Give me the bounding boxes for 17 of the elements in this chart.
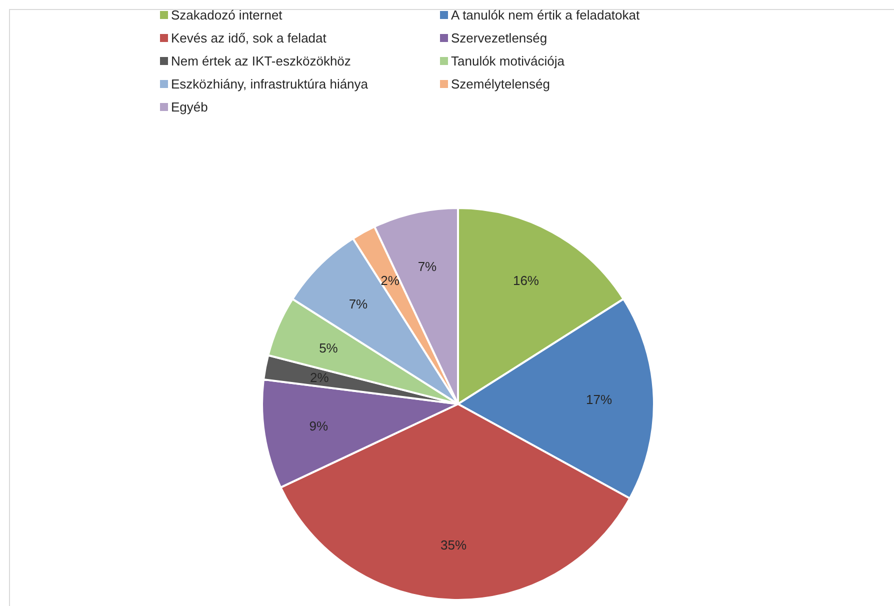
data-label: 5% — [319, 340, 338, 356]
data-label: 16% — [512, 272, 540, 288]
legend-label: Eszközhiány, infrastruktúra hiánya — [171, 76, 369, 92]
data-label: 7% — [418, 258, 438, 274]
legend-label: A tanulók nem értik a feladatokat — [451, 8, 640, 22]
legend-label: Tanulók motivációja — [451, 54, 566, 68]
legend-label: Kevés az idő, sok a feladat — [171, 30, 327, 46]
legend-label: Szervezetlenség — [451, 30, 548, 46]
data-label: 2% — [380, 272, 400, 288]
legend-label: Személytelenség — [451, 76, 550, 92]
data-label: 7% — [348, 296, 368, 312]
legend-label: Nem értek az IKT-eszközökhöz — [171, 54, 351, 68]
data-label: 35% — [440, 538, 468, 553]
data-label: 9% — [309, 418, 328, 434]
legend-label: Szakadozó internet — [171, 8, 283, 22]
legend-label: Egyéb — [171, 100, 208, 114]
data-label: 17% — [586, 392, 612, 408]
